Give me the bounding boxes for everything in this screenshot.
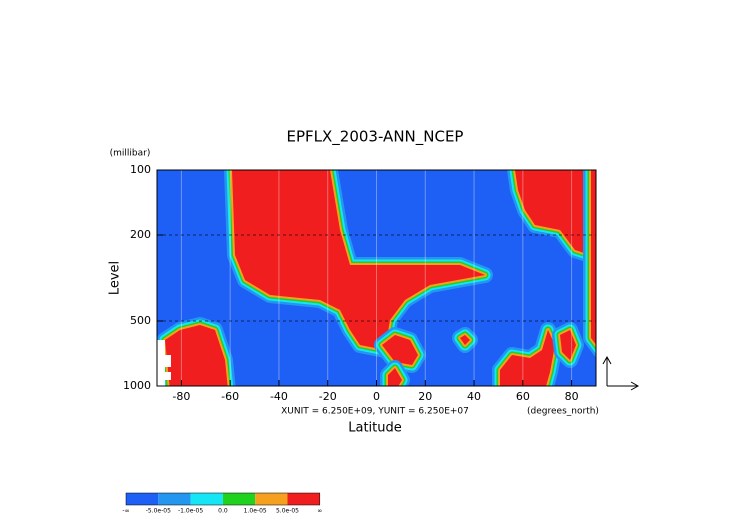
x-tick-label: 40 <box>467 390 481 403</box>
colorbar-box <box>126 493 159 505</box>
x-tick-label: -80 <box>172 390 190 403</box>
colorbar-box <box>190 493 223 505</box>
colorbar-label: -1.0e-05 <box>178 508 203 515</box>
missing-data <box>165 355 171 367</box>
colorbar-box <box>287 493 320 505</box>
colorbar-label: -5.0e-05 <box>146 508 171 515</box>
contour-region <box>460 335 470 345</box>
contour-region <box>515 170 590 255</box>
y-tick-label: 200 <box>130 228 151 241</box>
colorbar-frame <box>125 492 321 506</box>
plot-area <box>156 169 597 387</box>
contour-region <box>232 170 485 350</box>
contour-region <box>591 170 596 345</box>
x-tick-label: 80 <box>565 390 579 403</box>
vector-scale <box>602 355 640 391</box>
x-axis-label: Latitude <box>348 421 402 436</box>
colorbar-box <box>255 493 288 505</box>
x-tick-label: -40 <box>270 390 288 403</box>
x-tick-label: 0 <box>373 390 380 403</box>
y-tick-label: 1000 <box>123 379 151 392</box>
contour-region <box>500 330 555 386</box>
x-tick-label: -20 <box>319 390 337 403</box>
missing-data <box>157 340 165 386</box>
contour-fields <box>157 170 596 386</box>
y-tick-label: 100 <box>130 163 151 176</box>
colorbar-label: ∞ <box>317 508 322 515</box>
contour-region <box>382 335 418 365</box>
contour-region <box>165 325 228 386</box>
y-unit: (millibar) <box>110 149 151 159</box>
contour-region <box>388 368 402 386</box>
x-tick-label: 60 <box>516 390 530 403</box>
colorbar-box <box>158 493 191 505</box>
subtitle: XUNIT = 6.250E+09, YUNIT = 6.250E+07 <box>281 407 469 417</box>
contour-region <box>560 330 576 360</box>
colorbar-label: -∞ <box>122 508 129 515</box>
chart-title: EPFLX_2003-ANN_NCEP <box>287 128 464 147</box>
x-tick-label: 20 <box>418 390 432 403</box>
colorbar-box <box>222 493 256 505</box>
x-tick-label: -60 <box>221 390 239 403</box>
y-axis-label: Level <box>108 261 123 295</box>
colorbar-label: 0.0 <box>218 508 228 515</box>
colorbar-label: 1.0e-05 <box>244 508 267 515</box>
missing-data <box>165 372 171 380</box>
y-tick-label: 500 <box>130 314 151 327</box>
plot-frame <box>156 169 597 387</box>
x-unit: (degrees_north) <box>527 407 599 417</box>
colorbar-label: 5.0e-05 <box>276 508 299 515</box>
